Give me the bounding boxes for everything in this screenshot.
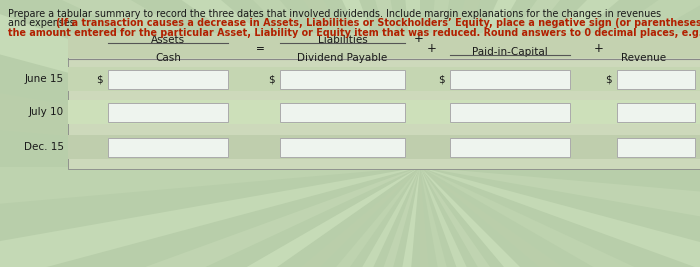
- Text: the amount entered for the particular Asset, Liability or Equity item that was r: the amount entered for the particular As…: [8, 28, 700, 38]
- Text: $: $: [268, 74, 275, 84]
- Polygon shape: [66, 0, 420, 167]
- Polygon shape: [420, 0, 700, 167]
- Text: =: =: [256, 44, 265, 54]
- Polygon shape: [0, 167, 420, 267]
- Polygon shape: [99, 167, 420, 267]
- Polygon shape: [0, 167, 420, 211]
- Bar: [280, 103, 405, 122]
- Text: Paid-in-Capital: Paid-in-Capital: [472, 47, 548, 57]
- Bar: [68, 67, 700, 91]
- Text: (If a transaction causes a decrease in Assets, Liabilities or Stockholders’ Equi: (If a transaction causes a decrease in A…: [56, 18, 700, 29]
- Polygon shape: [420, 123, 700, 167]
- Polygon shape: [420, 167, 700, 267]
- Polygon shape: [420, 167, 631, 267]
- Polygon shape: [377, 0, 420, 167]
- Polygon shape: [420, 0, 700, 167]
- Polygon shape: [420, 0, 591, 167]
- Text: $: $: [606, 74, 612, 84]
- Polygon shape: [249, 167, 420, 267]
- Text: $: $: [97, 74, 103, 84]
- Text: +: +: [594, 42, 604, 56]
- Text: Liabilities: Liabilities: [318, 35, 368, 45]
- Text: +: +: [414, 33, 424, 45]
- Polygon shape: [0, 0, 420, 167]
- Polygon shape: [420, 167, 463, 267]
- Bar: [68, 33, 700, 58]
- Text: Dividend Payable: Dividend Payable: [298, 53, 388, 63]
- Text: and expenses.: and expenses.: [8, 18, 81, 29]
- Polygon shape: [133, 0, 420, 167]
- Polygon shape: [420, 0, 700, 167]
- Text: Assets: Assets: [151, 35, 185, 45]
- Polygon shape: [0, 167, 420, 267]
- Bar: [280, 70, 405, 89]
- Polygon shape: [37, 167, 420, 267]
- Polygon shape: [420, 167, 700, 254]
- Polygon shape: [0, 167, 420, 267]
- Polygon shape: [420, 0, 670, 167]
- Bar: [280, 138, 405, 157]
- Bar: [108, 70, 228, 89]
- Bar: [68, 37, 700, 169]
- Polygon shape: [420, 0, 507, 167]
- Text: Dec. 15: Dec. 15: [24, 142, 64, 152]
- Bar: [108, 138, 228, 157]
- Text: June 15: June 15: [25, 74, 64, 84]
- Text: Prepare a tabular summary to record the three dates that involved dividends. Inc: Prepare a tabular summary to record the …: [8, 9, 661, 19]
- Polygon shape: [333, 167, 420, 267]
- Polygon shape: [0, 0, 420, 167]
- Polygon shape: [420, 167, 700, 267]
- Bar: [450, 70, 570, 89]
- Polygon shape: [420, 167, 700, 267]
- Text: =: =: [256, 44, 265, 54]
- Text: July 10: July 10: [29, 107, 64, 117]
- Polygon shape: [420, 167, 700, 267]
- Polygon shape: [209, 0, 420, 167]
- Polygon shape: [420, 0, 700, 167]
- Bar: [68, 135, 700, 159]
- Polygon shape: [290, 0, 420, 167]
- Bar: [617, 70, 695, 89]
- Polygon shape: [420, 167, 700, 267]
- Bar: [450, 138, 570, 157]
- Bar: [617, 103, 695, 122]
- Text: Revenue: Revenue: [621, 53, 666, 63]
- Text: +: +: [427, 42, 437, 56]
- Text: $: $: [438, 74, 445, 84]
- Bar: [450, 103, 570, 122]
- Bar: [617, 138, 695, 157]
- Polygon shape: [10, 0, 420, 167]
- Polygon shape: [170, 167, 420, 267]
- Bar: [68, 100, 700, 124]
- Polygon shape: [420, 167, 550, 267]
- Bar: [108, 103, 228, 122]
- Polygon shape: [0, 80, 420, 167]
- Text: Cash: Cash: [155, 53, 181, 63]
- Polygon shape: [420, 38, 700, 167]
